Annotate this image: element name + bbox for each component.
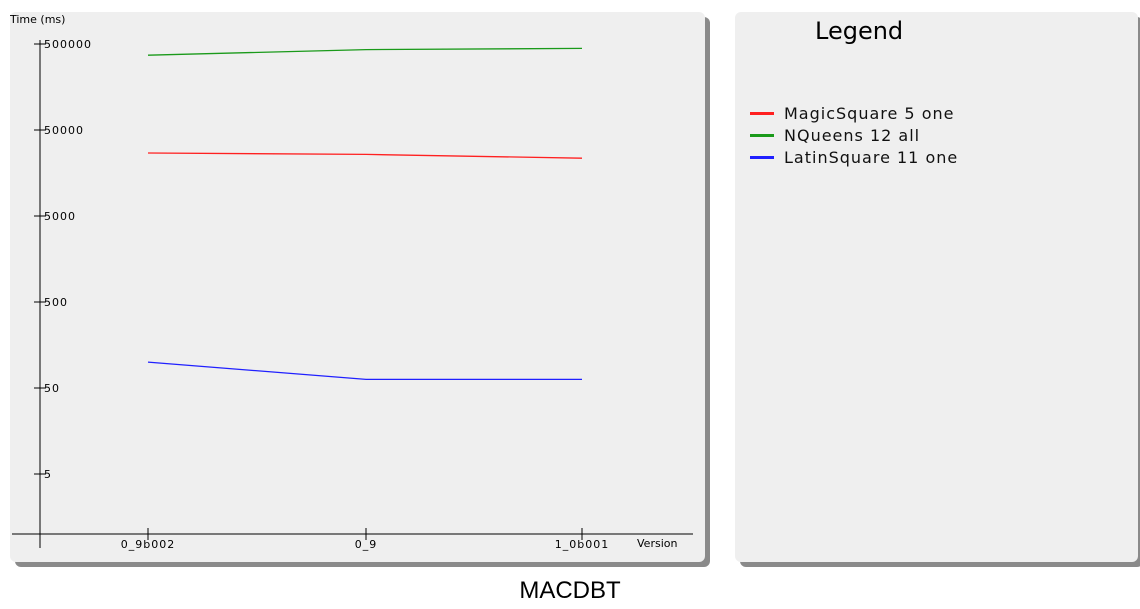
x-tick-label: 0_9 [355,538,378,551]
legend-entry: LatinSquare 11 one [750,146,958,168]
x-tick-label: 1_0b001 [555,538,609,551]
chart-panel: Time (ms) Version 5 50 500 5000 50000 500000 0_9… [10,12,705,562]
x-axis-title: Version [637,537,677,550]
y-tick-label: 500000 [44,38,92,51]
series-line [147,361,582,381]
legend-list: MagicSquare 5 one NQueens 12 all LatinSqua… [750,102,958,168]
y-axis-title: Time (ms) [10,13,65,26]
chart-caption: MACDBT [519,577,621,604]
line-chart: Time (ms) Version 5 50 500 5000 50000 500000 0_9… [10,13,693,551]
y-tick-label: 500 [44,296,68,309]
legend-swatch [750,111,774,115]
y-tick-label: 5 [44,468,52,481]
legend-title: Legend [815,17,904,45]
series-line [147,152,583,159]
legend-label: NQueens 12 all [784,125,921,145]
legend-label: MagicSquare 5 one [784,103,955,123]
legend-entry: NQueens 12 all [750,124,958,146]
legend-panel: Legend MagicSquare 5 one NQueens 12 all La… [735,12,1138,562]
legend-entry: MagicSquare 5 one [750,102,958,124]
x-tick-label: 0_9b002 [121,538,175,551]
series-line [147,47,583,56]
legend-swatch [750,155,774,159]
y-tick-label: 5000 [44,210,76,223]
legend-label: LatinSquare 11 one [784,147,959,167]
legend-swatch [750,133,774,137]
y-tick-label: 50 [44,382,60,395]
y-tick-label: 50000 [44,124,84,137]
